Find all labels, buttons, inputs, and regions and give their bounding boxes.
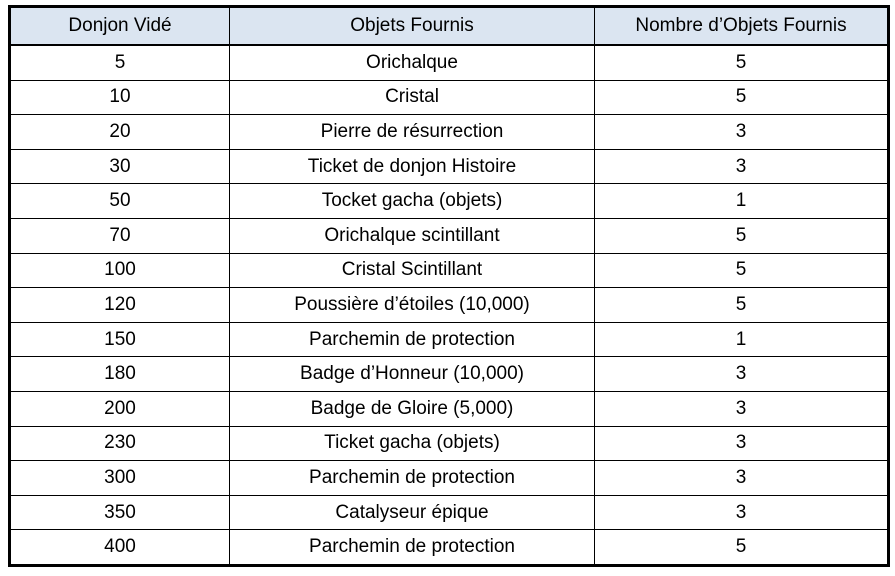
cell-donjon-vide: 30 <box>9 148 230 185</box>
table-row: 30 Ticket de donjon Histoire 3 <box>9 148 889 185</box>
table-row: 400 Parchemin de protection 5 <box>9 529 889 566</box>
cell-nombre-objets-fournis: 3 <box>594 425 889 462</box>
cell-nombre-objets-fournis: 5 <box>594 529 889 566</box>
cell-objets-fournis: Ticket gacha (objets) <box>229 425 595 462</box>
cell-objets-fournis: Cristal Scintillant <box>229 252 595 289</box>
cell-nombre-objets-fournis: 3 <box>594 356 889 392</box>
reward-table-container: Donjon Vidé Objets Fournis Nombre d’Obje… <box>8 5 890 567</box>
cell-nombre-objets-fournis: 5 <box>594 287 889 323</box>
cell-donjon-vide: 50 <box>9 183 230 219</box>
cell-objets-fournis: Badge de Gloire (5,000) <box>229 390 595 427</box>
cell-nombre-objets-fournis: 5 <box>594 79 889 116</box>
dungeon-rewards-table: Donjon Vidé Objets Fournis Nombre d’Obje… <box>8 5 890 567</box>
cell-objets-fournis: Ticket de donjon Histoire <box>229 148 595 185</box>
cell-donjon-vide: 100 <box>9 252 230 289</box>
cell-nombre-objets-fournis: 5 <box>594 44 889 81</box>
cell-donjon-vide: 400 <box>9 529 230 566</box>
table-row: 50 Tocket gacha (objets) 1 <box>9 183 889 219</box>
table-row: 230 Ticket gacha (objets) 3 <box>9 425 889 462</box>
cell-donjon-vide: 70 <box>9 217 230 254</box>
cell-objets-fournis: Cristal <box>229 79 595 116</box>
cell-donjon-vide: 120 <box>9 287 230 323</box>
cell-objets-fournis: Badge d’Honneur (10,000) <box>229 356 595 392</box>
table-row: 5 Orichalque 5 <box>9 44 889 81</box>
cell-objets-fournis: Pierre de résurrection <box>229 114 595 150</box>
table-body: 5 Orichalque 5 10 Cristal 5 20 Pierre de résurr… <box>9 44 889 566</box>
cell-nombre-objets-fournis: 3 <box>594 114 889 150</box>
cell-donjon-vide: 350 <box>9 494 230 531</box>
cell-donjon-vide: 5 <box>9 44 230 81</box>
table-row: 180 Badge d’Honneur (10,000) 3 <box>9 356 889 392</box>
table-row: 20 Pierre de résurrection 3 <box>9 114 889 150</box>
table-row: 120 Poussière d’étoiles (10,000) 5 <box>9 287 889 323</box>
header-objets-fournis: Objets Fournis <box>229 6 595 46</box>
cell-nombre-objets-fournis: 5 <box>594 252 889 289</box>
header-nombre-objets-fournis: Nombre d’Objets Fournis <box>594 6 889 46</box>
table-row: 300 Parchemin de protection 3 <box>9 460 889 496</box>
cell-nombre-objets-fournis: 1 <box>594 183 889 219</box>
table-row: 200 Badge de Gloire (5,000) 3 <box>9 390 889 427</box>
table-header: Donjon Vidé Objets Fournis Nombre d’Obje… <box>9 6 889 46</box>
cell-objets-fournis: Parchemin de protection <box>229 460 595 496</box>
cell-objets-fournis: Catalyseur épique <box>229 494 595 531</box>
cell-objets-fournis: Parchemin de protection <box>229 529 595 566</box>
cell-objets-fournis: Tocket gacha (objets) <box>229 183 595 219</box>
table-row: 350 Catalyseur épique 3 <box>9 494 889 531</box>
header-donjon-vide: Donjon Vidé <box>9 6 230 46</box>
cell-objets-fournis: Parchemin de protection <box>229 321 595 358</box>
cell-donjon-vide: 230 <box>9 425 230 462</box>
cell-donjon-vide: 180 <box>9 356 230 392</box>
cell-nombre-objets-fournis: 3 <box>594 460 889 496</box>
cell-nombre-objets-fournis: 5 <box>594 217 889 254</box>
table-row: 10 Cristal 5 <box>9 79 889 116</box>
cell-objets-fournis: Orichalque <box>229 44 595 81</box>
cell-donjon-vide: 20 <box>9 114 230 150</box>
cell-donjon-vide: 10 <box>9 79 230 116</box>
cell-donjon-vide: 300 <box>9 460 230 496</box>
table-row: 150 Parchemin de protection 1 <box>9 321 889 358</box>
cell-nombre-objets-fournis: 1 <box>594 321 889 358</box>
cell-donjon-vide: 150 <box>9 321 230 358</box>
table-row: 100 Cristal Scintillant 5 <box>9 252 889 289</box>
cell-nombre-objets-fournis: 3 <box>594 390 889 427</box>
header-row: Donjon Vidé Objets Fournis Nombre d’Obje… <box>9 6 889 46</box>
cell-nombre-objets-fournis: 3 <box>594 494 889 531</box>
table-row: 70 Orichalque scintillant 5 <box>9 217 889 254</box>
cell-donjon-vide: 200 <box>9 390 230 427</box>
cell-nombre-objets-fournis: 3 <box>594 148 889 185</box>
cell-objets-fournis: Orichalque scintillant <box>229 217 595 254</box>
cell-objets-fournis: Poussière d’étoiles (10,000) <box>229 287 595 323</box>
